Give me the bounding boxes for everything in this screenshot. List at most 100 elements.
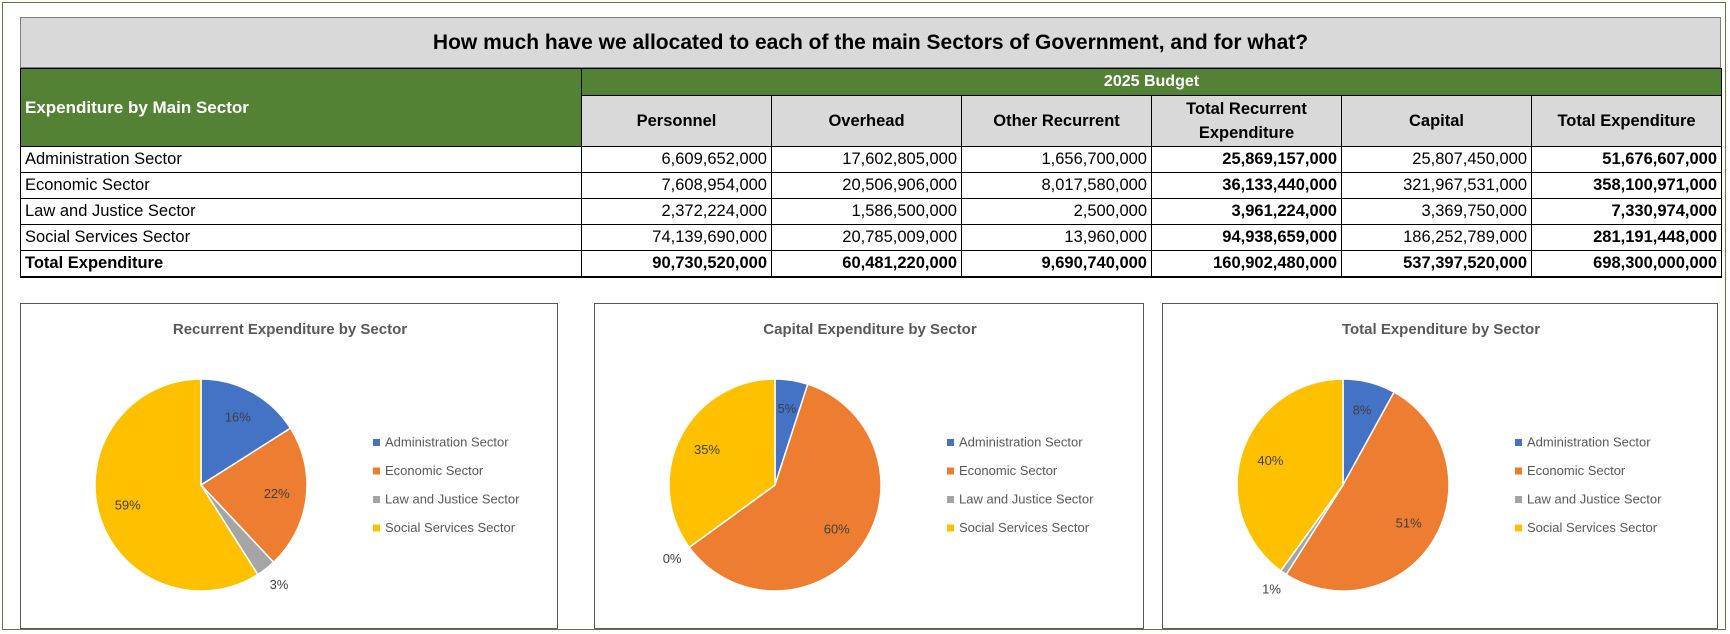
sheet-title: How much have we allocated to each of th… bbox=[20, 17, 1721, 68]
table-cell: 3,961,224,000 bbox=[1151, 198, 1342, 225]
pie-slice bbox=[668, 378, 776, 549]
table-cell: 20,785,009,000 bbox=[771, 224, 962, 251]
table-cell: 60,481,220,000 bbox=[771, 250, 962, 278]
table-cell: 281,191,448,000 bbox=[1531, 224, 1722, 251]
pie-chart: Recurrent Expenditure by Sector 16% 22% 3% 5… bbox=[20, 303, 558, 629]
legend-label: Law and Justice Sector bbox=[1527, 491, 1662, 506]
table-row: Social Services Sector 74,139,690,000 20,7… bbox=[20, 224, 1722, 251]
table-cell: 9,690,740,000 bbox=[961, 250, 1152, 278]
column-header: Capital bbox=[1341, 95, 1532, 147]
pie-chart: Capital Expenditure by Sector 5% 60% 0% 35% A… bbox=[594, 303, 1144, 629]
pie-slice bbox=[94, 378, 259, 592]
pie-slice bbox=[1236, 378, 1344, 572]
data-label: 5% bbox=[778, 401, 797, 416]
column-header: Personnel bbox=[581, 95, 772, 147]
data-label: 51% bbox=[1396, 515, 1422, 530]
data-label: 22% bbox=[264, 486, 290, 501]
legend-label: Administration Sector bbox=[1527, 434, 1651, 449]
legend-swatch bbox=[373, 524, 380, 532]
table-cell: 17,602,805,000 bbox=[771, 146, 962, 173]
data-label: 1% bbox=[1262, 582, 1281, 597]
table-cell: 36,133,440,000 bbox=[1151, 172, 1342, 199]
header-row: Personnel Overhead Other Recurrent Total Re… bbox=[21, 95, 1722, 147]
table-row: Total Expenditure 90,730,520,000 60,481,22… bbox=[20, 250, 1722, 278]
table-cell: 358,100,971,000 bbox=[1531, 172, 1722, 199]
group-header: 2025 Budget bbox=[581, 68, 1722, 96]
row-header: Expenditure by Main Sector bbox=[20, 68, 582, 147]
legend-swatch bbox=[947, 524, 954, 532]
table-cell: 8,017,580,000 bbox=[961, 172, 1152, 199]
table-cell: 25,807,450,000 bbox=[1341, 146, 1532, 173]
table-cell: 2,500,000 bbox=[961, 198, 1152, 225]
column-header: Total Recurrent Expenditure bbox=[1151, 95, 1342, 147]
legend-swatch bbox=[1515, 467, 1522, 475]
data-label: 8% bbox=[1353, 403, 1372, 418]
table-cell: 94,938,659,000 bbox=[1151, 224, 1342, 251]
legend-label: Economic Sector bbox=[1527, 463, 1626, 478]
table-cell: 2,372,224,000 bbox=[581, 198, 772, 225]
legend-swatch bbox=[947, 439, 954, 446]
table-cell: 25,869,157,000 bbox=[1151, 146, 1342, 173]
data-label: 3% bbox=[270, 577, 289, 592]
table-row: Law and Justice Sector 2,372,224,000 1,586… bbox=[20, 198, 1722, 225]
table-cell: 90,730,520,000 bbox=[581, 250, 772, 278]
legend-label: Administration Sector bbox=[959, 434, 1083, 449]
legend-swatch bbox=[1515, 496, 1522, 503]
table-cell: Economic Sector bbox=[20, 172, 582, 199]
legend-swatch bbox=[373, 467, 380, 475]
table-cell: Administration Sector bbox=[20, 146, 582, 173]
table-cell: 7,330,974,000 bbox=[1531, 198, 1722, 225]
pie-slice bbox=[200, 378, 292, 487]
legend-label: Administration Sector bbox=[385, 434, 509, 449]
legend-label: Law and Justice Sector bbox=[959, 491, 1094, 506]
table-cell: 74,139,690,000 bbox=[581, 224, 772, 251]
table-cell: 3,369,750,000 bbox=[1341, 198, 1532, 225]
column-header: Overhead bbox=[771, 95, 962, 147]
table-cell: 698,300,000,000 bbox=[1531, 250, 1722, 278]
column-header: Other Recurrent bbox=[961, 95, 1152, 147]
pie-slice bbox=[199, 427, 308, 564]
legend-label: Social Services Sector bbox=[1527, 520, 1658, 535]
table-cell: Social Services Sector bbox=[20, 224, 582, 251]
pie-chart: Total Expenditure by Sector 8% 51% 1% 40% Adm… bbox=[1162, 303, 1718, 629]
legend-swatch bbox=[947, 496, 954, 503]
table-cell: 20,506,906,000 bbox=[771, 172, 962, 199]
data-label: 35% bbox=[694, 442, 720, 457]
legend-label: Social Services Sector bbox=[959, 520, 1090, 535]
data-label: 60% bbox=[824, 521, 850, 536]
table-row: Economic Sector 7,608,954,000 20,506,906,0… bbox=[20, 172, 1722, 199]
legend-swatch bbox=[373, 496, 380, 503]
table-cell: 13,960,000 bbox=[961, 224, 1152, 251]
table-cell: 1,656,700,000 bbox=[961, 146, 1152, 173]
column-header: Total Expenditure bbox=[1531, 95, 1722, 147]
data-label: 0% bbox=[663, 551, 682, 566]
chart-title: Total Expenditure by Sector bbox=[1342, 321, 1540, 338]
table-cell: 7,608,954,000 bbox=[581, 172, 772, 199]
legend-label: Social Services Sector bbox=[385, 520, 516, 535]
table-cell: 160,902,480,000 bbox=[1151, 250, 1342, 278]
data-label: 16% bbox=[225, 410, 251, 425]
legend-swatch bbox=[1515, 524, 1522, 532]
budget-table: Expenditure by Main Sector 2025 Budget Per… bbox=[20, 68, 1722, 278]
data-label: 59% bbox=[115, 498, 141, 513]
table-cell: Law and Justice Sector bbox=[20, 198, 582, 225]
legend-label: Economic Sector bbox=[959, 463, 1058, 478]
chart-title: Recurrent Expenditure by Sector bbox=[173, 321, 407, 338]
table-cell: Total Expenditure bbox=[20, 250, 582, 278]
table-cell: 186,252,789,000 bbox=[1341, 224, 1532, 251]
table-cell: 537,397,520,000 bbox=[1341, 250, 1532, 278]
chart-title: Capital Expenditure by Sector bbox=[763, 321, 977, 338]
legend-label: Law and Justice Sector bbox=[385, 491, 520, 506]
legend-swatch bbox=[947, 467, 954, 475]
table-row: Administration Sector 6,609,652,000 17,602… bbox=[20, 146, 1722, 173]
legend-swatch bbox=[373, 439, 380, 446]
pie-slice bbox=[688, 383, 882, 592]
table-cell: 6,609,652,000 bbox=[581, 146, 772, 173]
header-row: Expenditure by Main Sector 2025 Budget bbox=[20, 68, 1722, 147]
pie-slice bbox=[1285, 391, 1450, 592]
legend-label: Economic Sector bbox=[385, 463, 484, 478]
table-cell: 51,676,607,000 bbox=[1531, 146, 1722, 173]
legend-swatch bbox=[1515, 439, 1522, 446]
